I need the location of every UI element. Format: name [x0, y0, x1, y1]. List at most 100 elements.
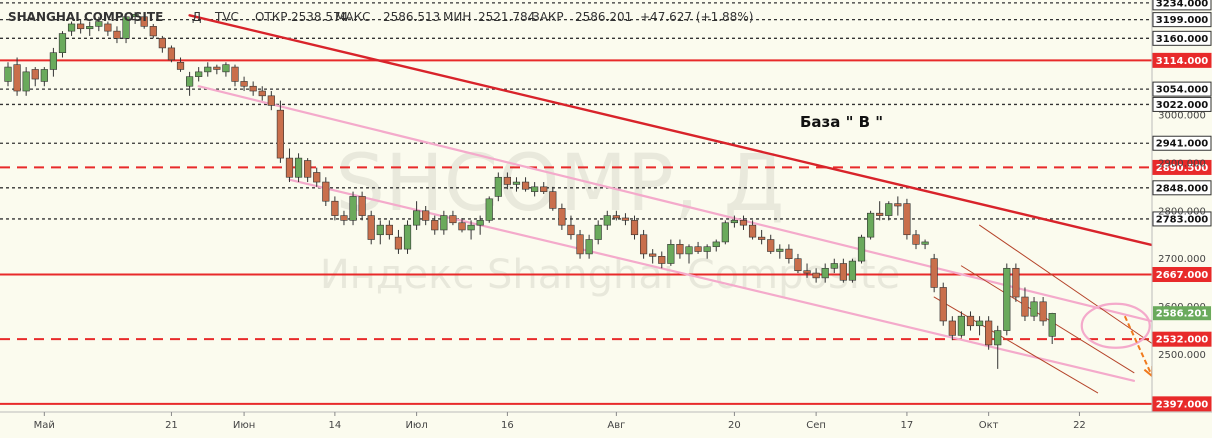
candle — [440, 210, 448, 235]
level-label: 3022.000 — [1156, 100, 1209, 111]
candle — [748, 220, 757, 240]
price-tick-label: 2800.000 — [1158, 206, 1206, 217]
candle-body — [985, 320, 993, 346]
candle — [367, 210, 375, 245]
candle-body — [921, 241, 929, 245]
time-axis-background[interactable] — [0, 412, 1212, 434]
candle — [231, 64, 239, 87]
candle-body — [376, 224, 384, 236]
candle — [4, 62, 12, 87]
candle — [703, 244, 711, 259]
price-tick-label: 3000.000 — [1158, 110, 1206, 121]
candle-body — [694, 246, 702, 252]
candle-body — [521, 181, 530, 190]
time-label: 20 — [728, 420, 741, 431]
candle — [13, 57, 21, 96]
candle-body — [531, 186, 539, 192]
candle — [1021, 287, 1029, 321]
header-source: TVC — [214, 10, 239, 24]
candle-body — [1030, 301, 1038, 317]
candle — [140, 14, 148, 29]
candle — [349, 191, 357, 226]
last-price-box — [1153, 306, 1211, 321]
level-label: 2783.000 — [1156, 214, 1209, 225]
candle-body — [794, 258, 802, 271]
candle — [758, 229, 766, 245]
candle-body — [912, 234, 920, 245]
highlight-circle — [1080, 302, 1151, 349]
level-label-box — [1152, 52, 1212, 68]
candle-body — [1003, 267, 1011, 331]
candle — [1030, 297, 1038, 321]
candle-body — [567, 224, 575, 236]
candle-body — [267, 95, 275, 106]
candle-body — [58, 33, 67, 53]
candle — [67, 21, 76, 36]
candle — [267, 91, 275, 111]
candle-body — [703, 246, 711, 252]
candle-body — [385, 224, 393, 236]
candle — [403, 220, 412, 254]
level-label: 3054.000 — [1156, 85, 1209, 96]
candle — [331, 196, 339, 221]
price-tick-label: 2500.000 — [1158, 350, 1206, 361]
candle-body — [204, 66, 212, 73]
candle — [930, 253, 938, 293]
candle-body — [240, 81, 248, 87]
header-low-label: МИН — [443, 10, 471, 24]
candle-body — [903, 203, 911, 236]
candle-body — [313, 172, 321, 183]
header-open-value: 2538.574 — [291, 10, 348, 24]
candle — [186, 71, 194, 96]
candle-body — [676, 244, 684, 255]
candle — [612, 210, 620, 221]
candle — [812, 268, 820, 283]
candle-body — [67, 23, 76, 32]
candle-body — [748, 224, 757, 238]
candle — [58, 31, 67, 58]
level-label: 2890.500 — [1156, 163, 1209, 174]
candle-body — [730, 220, 738, 224]
candle — [1003, 263, 1011, 336]
candle — [830, 258, 838, 274]
candle — [40, 67, 48, 87]
candle — [912, 229, 920, 250]
candle — [512, 177, 521, 192]
level-label-box — [1152, 396, 1212, 412]
candle-body — [467, 224, 475, 231]
candle-body — [630, 220, 639, 236]
trendline-resistance — [188, 14, 1181, 253]
chart-header: SHANGHAI COMPOSITE Д TVC ОТКР 2538.574 М… — [8, 10, 753, 24]
candle — [903, 198, 911, 240]
candle — [994, 325, 1002, 369]
candle-body — [440, 215, 448, 231]
candle — [422, 206, 430, 226]
candle — [521, 177, 530, 192]
time-label: Июн — [233, 420, 255, 431]
candle — [948, 316, 956, 341]
time-label: Окт — [979, 420, 999, 431]
candle — [966, 311, 975, 331]
candle — [585, 234, 593, 259]
candle — [794, 253, 802, 274]
candle — [848, 258, 857, 283]
candle-body — [894, 203, 902, 207]
candle — [77, 19, 85, 34]
candle-body — [758, 236, 766, 240]
candle — [294, 153, 303, 183]
candle — [821, 263, 829, 283]
header-low-value: 2521.784 — [478, 10, 535, 24]
candle-body — [22, 71, 30, 92]
last-price-label: 2586.201 — [1156, 309, 1209, 320]
level-label: 2397.000 — [1156, 399, 1209, 410]
candle — [213, 64, 221, 75]
candle-body — [31, 69, 39, 80]
candle — [149, 23, 157, 39]
candle — [304, 158, 312, 183]
candle — [86, 21, 94, 36]
candles — [4, 11, 1056, 369]
price-tick-label: 2900.000 — [1158, 158, 1206, 169]
level-label: 2532.000 — [1156, 335, 1209, 346]
